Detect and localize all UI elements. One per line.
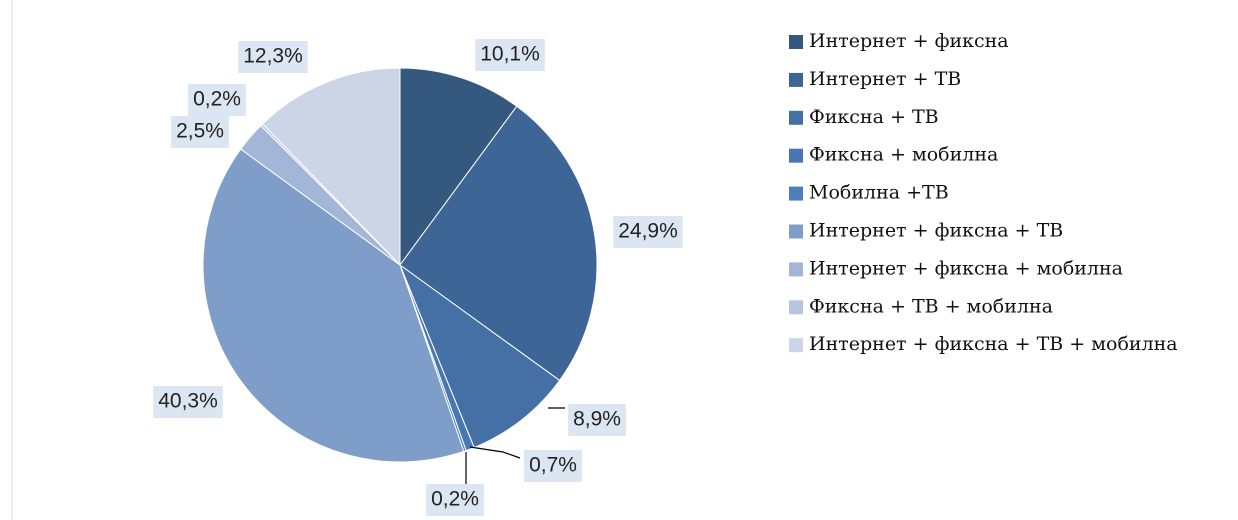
data-label: 2,5%	[176, 120, 224, 143]
legend-swatch	[789, 186, 803, 201]
data-label: 0,2%	[193, 88, 241, 111]
legend-swatch	[789, 262, 803, 277]
legend-label: Интернет + фиксна + ТВ	[809, 220, 1063, 242]
legend-label: Фиксна + ТВ + мобилна	[809, 295, 1053, 317]
legend-swatch	[789, 35, 803, 49]
data-label: 24,9%	[618, 220, 678, 243]
pie-slice	[202, 148, 465, 463]
legend-swatch	[789, 338, 803, 353]
legend-swatch	[789, 300, 803, 315]
data-label: 0,7%	[529, 454, 577, 477]
data-label-box	[171, 116, 229, 148]
data-label-box	[475, 39, 545, 71]
data-label: 10,1%	[480, 43, 540, 66]
legend-label: Интернет + фиксна + мобилна	[809, 257, 1123, 279]
pie-slice	[399, 67, 518, 267]
legend-label: Мобилна +ТВ	[809, 182, 949, 204]
legend-label: Интернет + фиксна	[809, 30, 1009, 52]
pie-slice	[261, 67, 401, 267]
data-label-box	[613, 216, 683, 248]
data-label-box	[524, 450, 582, 482]
data-label: 40,3%	[158, 390, 218, 413]
data-label: 0,2%	[431, 488, 479, 511]
legend-swatch	[789, 110, 803, 125]
data-label-box	[153, 386, 223, 418]
legend-label: Фиксна + мобилна	[809, 144, 998, 166]
legend-swatch	[789, 72, 803, 87]
legend-swatch	[789, 224, 803, 239]
data-label-box	[188, 84, 246, 116]
data-label: 12,3%	[243, 45, 303, 68]
data-label-box	[568, 404, 626, 436]
data-label-box	[238, 41, 308, 73]
legend-label: Интернет + ТВ	[809, 68, 961, 90]
data-label: 8,9%	[573, 408, 621, 431]
legend-label: Интернет + фиксна + ТВ + мобилна	[809, 333, 1178, 355]
pie-slice	[398, 263, 561, 449]
data-label-box	[426, 484, 484, 516]
legend-label: Фиксна + ТВ	[809, 106, 939, 128]
leader-line	[469, 446, 521, 459]
pie-slice	[399, 105, 598, 382]
legend-swatch	[789, 148, 803, 163]
